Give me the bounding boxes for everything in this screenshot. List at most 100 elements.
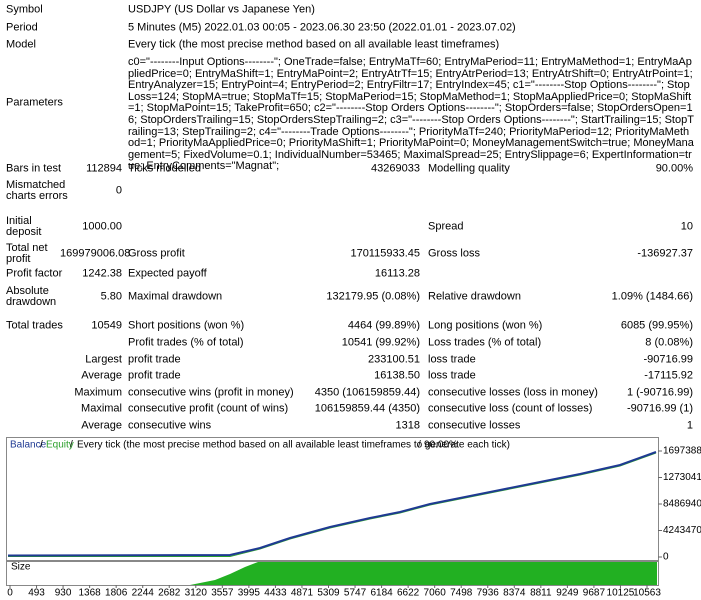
x-tick-label: 2244 (132, 588, 155, 599)
x-tick-label: 1806 (105, 588, 128, 599)
cell-value2: 16113.28 (374, 267, 420, 280)
x-tick-label: 3557 (211, 588, 234, 599)
y-tick-label: 42434702 (663, 525, 701, 536)
row-text: USDJPY (US Dollar vs Japanese Yen) (128, 3, 315, 16)
x-tick-label: 7498 (450, 588, 473, 599)
x-tick-label: 493 (28, 588, 45, 599)
cell-label: Period (6, 21, 38, 34)
cell-label3: consecutive loss (count of losses) (428, 402, 593, 415)
cell-label3: Modelling quality (428, 162, 510, 175)
cell-label: Total net profit (6, 242, 48, 265)
cell-value: 169979006.08 (60, 247, 131, 260)
x-tick-label: 9249 (556, 588, 579, 599)
x-tick-label: 1368 (79, 588, 102, 599)
x-tick-label: 2682 (158, 588, 181, 599)
legend-balance: Balance (10, 440, 47, 451)
cell-value2: 170115933.45 (350, 247, 420, 260)
x-tick-label: 0 (7, 588, 13, 599)
cell-label: Absolute drawdown (6, 285, 57, 308)
cell-value: 5.80 (100, 290, 122, 303)
cell-value: 0 (115, 184, 122, 197)
cell-label3: loss trade (428, 353, 476, 366)
row-text: c0="--------Input Options--------"; OneT… (128, 56, 694, 173)
x-tick-label: 8374 (503, 588, 526, 599)
cell-value2: 132179.95 (0.08%) (326, 290, 420, 303)
cell-label2: profit trade (128, 353, 181, 366)
cell-label: Initial deposit (6, 215, 42, 238)
cell-label3: loss trade (428, 369, 476, 382)
cell-value: Maximal (81, 402, 122, 415)
cell-label: Total trades (6, 319, 63, 332)
cell-label2: consecutive profit (count of wins) (128, 402, 289, 415)
cell-value3: 90.00% (655, 162, 693, 175)
x-tick-label: 6184 (370, 588, 393, 599)
cell-value3: 6085 (99.95%) (620, 319, 693, 332)
cell-label2: Maximal drawdown (128, 290, 223, 303)
x-tick-label: 6622 (397, 588, 420, 599)
cell-value3: -136927.37 (637, 247, 693, 260)
cell-value2: 10541 (99.92%) (341, 336, 420, 349)
row-text: 5 Minutes (M5) 2022.01.03 00:05 - 2023.0… (128, 21, 516, 34)
cell-value: 1000.00 (82, 220, 122, 233)
cell-value: 112894 (86, 162, 122, 175)
legend-sep: / (40, 440, 43, 451)
cell-value2: 106159859.44 (4350) (314, 402, 420, 415)
cell-label3: consecutive losses (loss in money) (428, 386, 598, 399)
cell-value2: 1318 (395, 419, 420, 432)
cell-value2: 233100.51 (368, 353, 420, 366)
legend-equity: Equity (46, 440, 74, 451)
cell-label2: profit trade (128, 369, 181, 382)
cell-value: 1242.38 (82, 267, 122, 280)
balance-line (7, 451, 657, 557)
legend-sep: / (418, 440, 421, 451)
x-tick-label: 5747 (344, 588, 367, 599)
cell-label: Profit factor (6, 267, 63, 280)
cell-label: Symbol (6, 3, 43, 16)
row-text: Every tick (the most precise method base… (128, 38, 500, 51)
cell-value3: 1 (686, 419, 693, 432)
cell-label: Model (6, 38, 36, 51)
cell-label2: Expected payoff (128, 267, 207, 280)
legend-quality: 90.00% (424, 440, 458, 451)
x-tick-label: 7936 (477, 588, 500, 599)
legend-model: Every tick (the most precise method base… (77, 440, 510, 451)
cell-value: Average (81, 419, 122, 432)
cell-label2: Gross profit (128, 247, 185, 260)
x-tick-label: 7060 (424, 588, 447, 599)
cell-label2: consecutive wins (128, 419, 212, 432)
cell-value2: 16138.50 (374, 369, 420, 382)
cell-label3: consecutive losses (428, 419, 521, 432)
x-tick-label: 9687 (583, 588, 606, 599)
y-tick-label: 12730410 (663, 472, 701, 483)
legend-sep: / (70, 440, 73, 451)
cell-label3: Gross loss (428, 247, 480, 260)
x-tick-label: 930 (55, 588, 72, 599)
cell-value2: 4350 (106159859.44) (314, 386, 420, 399)
size-label: Size (11, 562, 31, 573)
cell-value: Largest (85, 353, 122, 366)
cell-label3: Long positions (won %) (428, 319, 543, 332)
cell-value: Average (81, 369, 122, 382)
x-tick-label: 3995 (238, 588, 261, 599)
cell-label3: Relative drawdown (428, 290, 521, 303)
cell-value2: 43269033 (371, 162, 420, 175)
cell-label: Mismatched charts errors (6, 179, 68, 202)
y-tick-label: 0 (663, 552, 669, 563)
cell-label2: Profit trades (% of total) (128, 336, 244, 349)
cell-label2: consecutive wins (profit in money) (128, 386, 294, 399)
cell-value: Maximum (74, 386, 122, 399)
cell-label3: Spread (428, 220, 464, 233)
cell-value3: 10 (680, 220, 693, 233)
cell-value3: -90716.99 (1) (626, 402, 693, 415)
cell-label3: Loss trades (% of total) (428, 336, 542, 349)
cell-value3: -90716.99 (643, 353, 693, 366)
cell-value: 10549 (91, 319, 122, 332)
x-tick-label: 4871 (291, 588, 314, 599)
cell-value3: 1.09% (1484.66) (611, 290, 693, 303)
cell-value2: 4464 (99.89%) (347, 319, 420, 332)
cell-label2: Ticks modelled (128, 162, 201, 175)
cell-value3: 1 (-90716.99) (626, 386, 693, 399)
x-tick-label: 4433 (264, 588, 287, 599)
cell-value3: -17115.92 (644, 369, 693, 382)
